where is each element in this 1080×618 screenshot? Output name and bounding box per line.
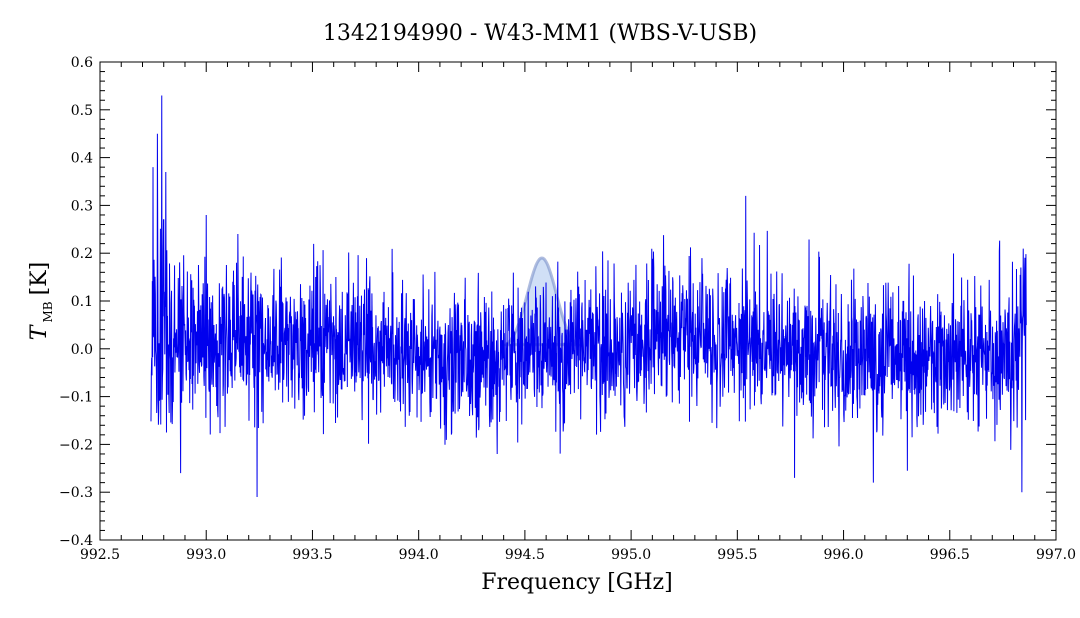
y-tick-label: 0.6: [71, 55, 93, 71]
y-tick-label: −0.3: [59, 485, 93, 501]
y-axis-label-main: T: [27, 323, 52, 340]
x-tick-label: 994.5: [505, 547, 545, 563]
axis-ticks: [99, 61, 1057, 541]
y-tick-label: 0.3: [71, 198, 93, 214]
svg-text:TMB[K]: TMB [K]: [27, 262, 55, 340]
y-tick-label: 0.5: [71, 103, 93, 119]
x-tick-label: 993.5: [292, 547, 332, 563]
chart-title: 1342194990 - W43-MM1 (WBS-V-USB): [323, 21, 757, 46]
y-axis-label: TMB [K]: [27, 262, 55, 340]
x-tick-label: 995.0: [611, 547, 651, 563]
y-axis-label-sub: MB: [41, 301, 55, 322]
x-tick-label: 995.5: [717, 547, 757, 563]
x-tick-label: 994.0: [399, 547, 439, 563]
y-tick-label: 0.4: [71, 151, 93, 167]
series-line: [150, 95, 1027, 497]
y-axis-label-unit: [K]: [27, 262, 52, 296]
y-tick-label: −0.4: [59, 533, 93, 549]
y-tick-label: 0.1: [71, 294, 93, 310]
y-tick-labels: −0.4 −0.3 −0.2 −0.1 0.0 0.1 0.2 0.3 0.4 0.5 0.6: [59, 55, 93, 549]
y-tick-label: 0.0: [71, 342, 93, 358]
y-tick-label: −0.2: [59, 437, 93, 453]
x-axis-label: Frequency [GHz]: [481, 570, 673, 595]
x-tick-label: 996.5: [930, 547, 970, 563]
x-tick-labels: 992.5 993.0 993.5 994.0 994.5 995.0 995.5 996.0…: [80, 547, 1076, 563]
x-tick-label: 992.5: [80, 547, 120, 563]
x-tick-label: 996.0: [824, 547, 864, 563]
x-tick-label: 997.0: [1036, 547, 1076, 563]
y-tick-label: 0.2: [71, 246, 93, 262]
x-tick-label: 993.0: [186, 547, 226, 563]
y-tick-label: −0.1: [59, 390, 93, 406]
